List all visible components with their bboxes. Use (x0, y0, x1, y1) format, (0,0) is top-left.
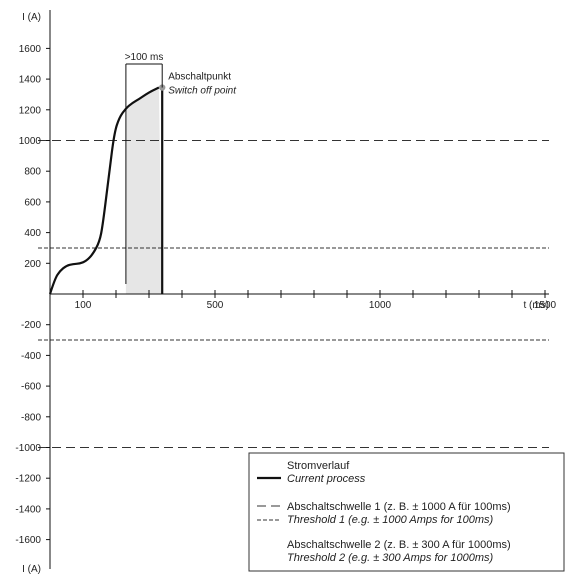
x-axis-label: t (ms) (523, 300, 549, 311)
legend-label: Abschaltschwelle 2 (z. B. ± 300 A für 10… (287, 539, 511, 551)
y-tick-label: -400 (21, 351, 41, 362)
y-tick-label: -1400 (15, 504, 41, 515)
current-curve (48, 86, 160, 295)
legend-label-en: Current process (287, 473, 366, 485)
x-tick-label: 1500 (534, 300, 557, 311)
y-axis-label-top: I (A) (22, 12, 41, 23)
y-tick-label: 1600 (19, 44, 42, 55)
y-tick-label: -200 (21, 320, 41, 331)
y-tick-label: -800 (21, 412, 41, 423)
y-tick-label: -1200 (15, 474, 41, 485)
legend-label: Abschaltschwelle 1 (z. B. ± 1000 A für 1… (287, 501, 511, 513)
y-tick-label: 400 (24, 228, 41, 239)
y-tick-label: 1400 (19, 75, 42, 86)
legend-label-en: Threshold 2 (e.g. ± 300 Amps for 1000ms) (287, 552, 494, 564)
y-axis-label-bottom: I (A) (22, 564, 41, 575)
y-tick-label: 200 (24, 259, 41, 270)
x-tick-label: 1000 (369, 300, 392, 311)
y-tick-label: 600 (24, 197, 41, 208)
bracket-label: >100 ms (125, 52, 164, 63)
legend-label: Stromverlauf (287, 460, 350, 472)
switch-off-label: Abschaltpunkt (168, 72, 231, 83)
y-tick-label: -1000 (15, 443, 41, 454)
y-tick-label: 1000 (19, 136, 42, 147)
x-tick-label: 100 (75, 300, 92, 311)
y-tick-label: -600 (21, 382, 41, 393)
y-tick-label: 1200 (19, 105, 42, 116)
y-tick-label: -1600 (15, 535, 41, 546)
y-tick-label: 800 (24, 167, 41, 178)
shade-layer (125, 87, 163, 294)
switch-off-label-en: Switch off point (168, 86, 237, 97)
axis-layer: 1600 1400 1200 1000 800 600 400 200 -200 -400 -600… (15, 10, 557, 575)
annotation-layer: >100 ms Abschaltpunkt Switch off point (125, 52, 237, 284)
threshold-layer (38, 140, 549, 448)
x-tick-label: 500 (207, 300, 224, 311)
shaded-region (125, 87, 163, 294)
switch-off-marker (159, 84, 166, 91)
curve-layer (48, 84, 166, 295)
legend-label-en: Threshold 1 (e.g. ± 1000 Amps for 100ms) (287, 514, 494, 526)
legend-box (248, 452, 565, 572)
